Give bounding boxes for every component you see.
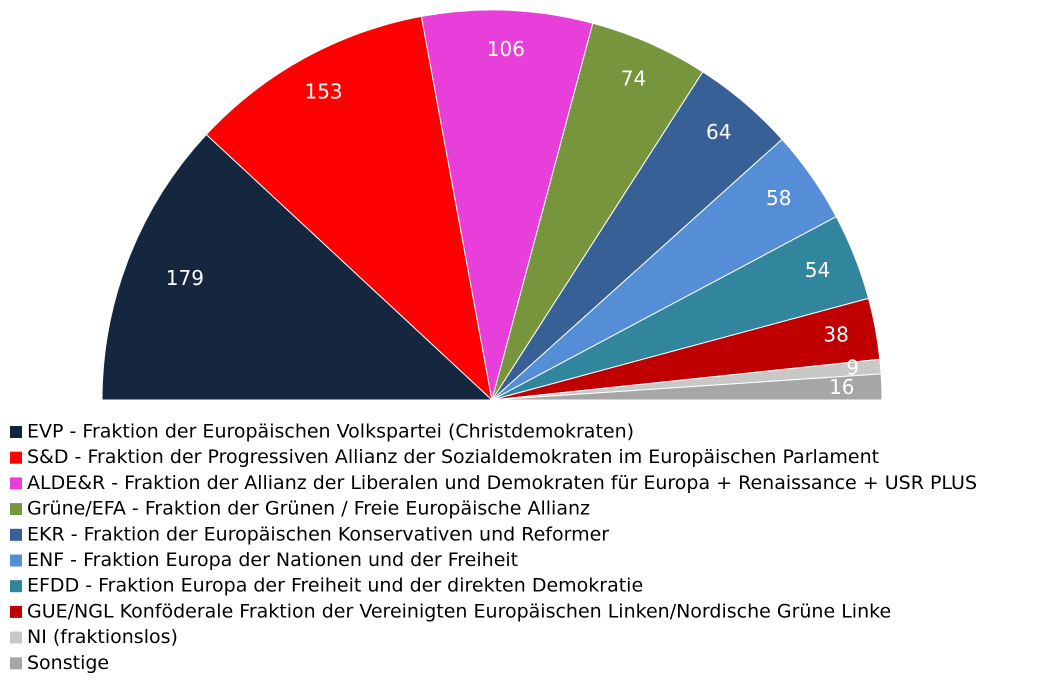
legend-swatch [10, 477, 22, 490]
data-label: 9 [846, 355, 859, 379]
data-label: 106 [487, 37, 525, 61]
legend-swatch [10, 528, 22, 541]
pie-slice [420, 9, 594, 401]
legend-label: GUE/NGL Konföderale Fraktion der Vereini… [27, 600, 891, 622]
legend-swatch [10, 426, 22, 438]
legend-swatch [10, 631, 22, 644]
data-label: 64 [706, 120, 731, 144]
legend-label: Grüne/EFA - Fraktion der Grünen / Freie … [27, 498, 590, 520]
data-label: 16 [829, 375, 854, 399]
pie-slice [491, 373, 883, 401]
data-label: 38 [823, 322, 848, 346]
data-label: 54 [805, 258, 830, 282]
data-label: 58 [766, 186, 791, 210]
legend-label: ENF - Fraktion Europa der Nationen und d… [27, 549, 518, 571]
legend-swatch [10, 605, 22, 618]
legend-label: Sonstige [27, 652, 109, 674]
legend-swatch [10, 580, 22, 593]
legend-swatch [10, 451, 22, 464]
data-label: 153 [304, 80, 342, 104]
legend-swatch [10, 554, 22, 567]
data-label: 179 [166, 266, 204, 290]
legend-label: EFDD - Fraktion Europa der Freiheit und … [27, 575, 643, 597]
legend-label: S&D - Fraktion der Progressiven Allianz … [27, 446, 879, 468]
legend-label: EKR - Fraktion der Europäischen Konserva… [27, 523, 609, 545]
pie-slice [101, 133, 494, 401]
legend-swatch [10, 657, 22, 670]
pie-slice [205, 15, 493, 402]
legend-swatch [10, 503, 22, 516]
legend-label: EVP - Fraktion der Europäischen Volkspar… [27, 421, 634, 443]
legend-label: ALDE&R - Fraktion der Allianz der Libera… [27, 472, 977, 494]
data-label: 74 [621, 66, 646, 90]
legend-label: NI (fraktionslos) [27, 626, 178, 648]
